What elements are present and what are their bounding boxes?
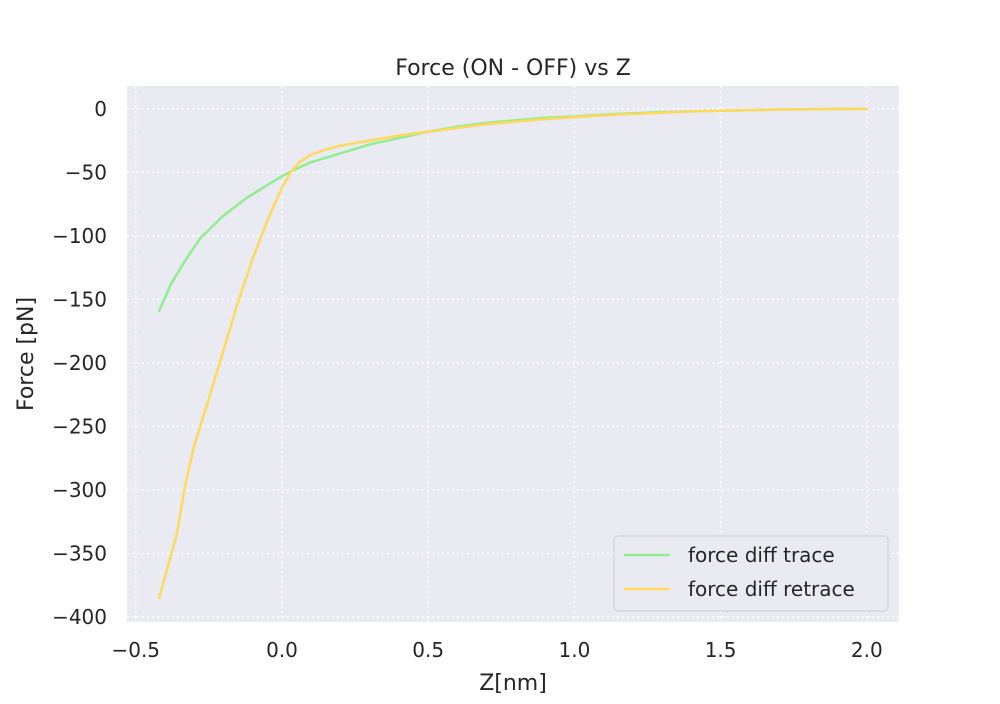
legend-label-retrace: force diff retrace — [688, 577, 855, 601]
legend-frame — [613, 535, 889, 612]
x-tick-label: 0.5 — [412, 638, 444, 662]
y-tick-label: −200 — [52, 351, 107, 375]
y-tick-label: −150 — [52, 287, 107, 311]
y-axis-label: Force [pN] — [14, 297, 39, 411]
y-tick-label: 0 — [94, 97, 107, 121]
x-axis-label: Z[nm] — [479, 671, 547, 696]
x-tick-label: −0.5 — [111, 638, 160, 662]
x-tick-label: 0.0 — [266, 638, 298, 662]
legend-label-trace: force diff trace — [688, 543, 835, 567]
plot-background — [127, 86, 899, 622]
x-tick-label: 1.5 — [705, 638, 737, 662]
y-tick-label: −100 — [52, 224, 107, 248]
series-line-retrace — [157, 107, 869, 600]
y-tick-label: −350 — [52, 541, 107, 565]
series-lines — [157, 107, 869, 600]
x-tick-label: 2.0 — [851, 638, 883, 662]
x-tick-label: 1.0 — [559, 638, 591, 662]
grid — [127, 86, 899, 622]
y-tick-label: −50 — [65, 160, 107, 184]
legend: force diff trace force diff retrace — [613, 535, 889, 612]
y-tick-label: −400 — [52, 605, 107, 629]
chart-title: Force (ON - OFF) vs Z — [395, 56, 631, 81]
y-tick-label: −250 — [52, 414, 107, 438]
y-tick-label: −300 — [52, 478, 107, 502]
tick-labels: −0.5 0.0 0.5 1.0 1.5 2.0 0 −50 −100 −150 −200 −250 −… — [52, 97, 883, 662]
